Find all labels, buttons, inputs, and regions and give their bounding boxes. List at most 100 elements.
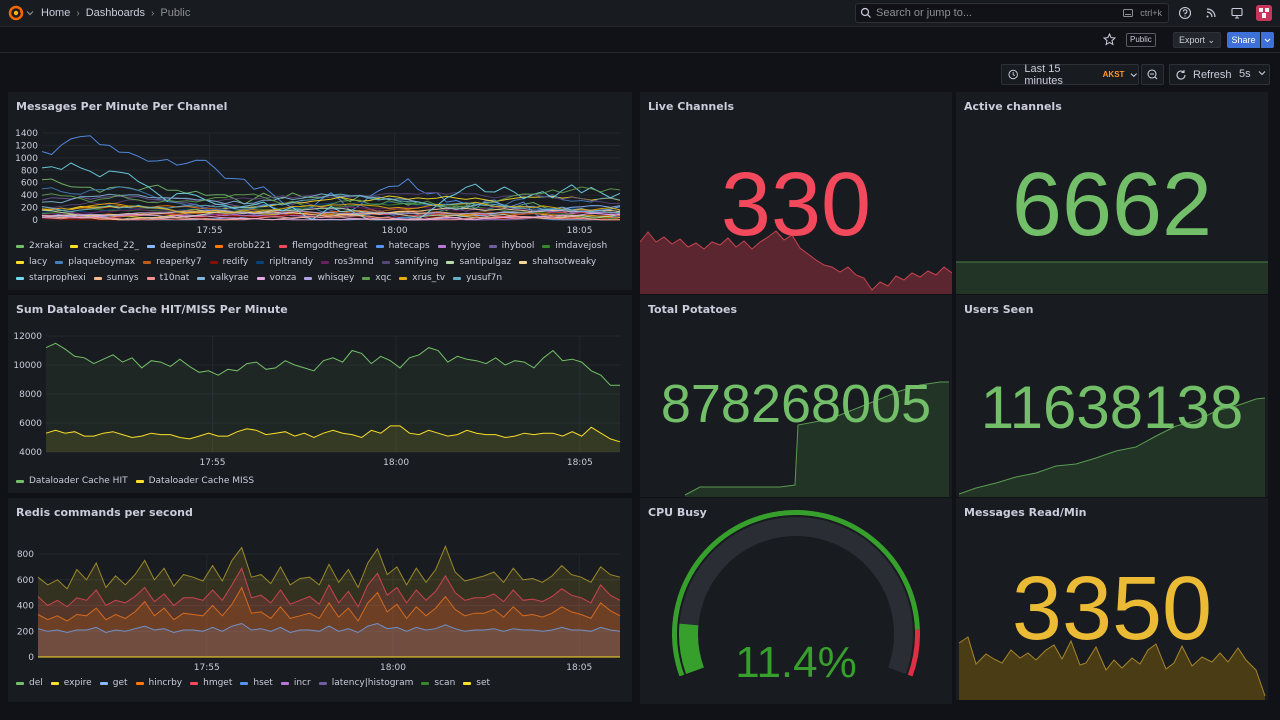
y-tick-label: 1200 bbox=[15, 141, 38, 151]
legend-item[interactable]: samifying bbox=[381, 256, 438, 268]
search-input[interactable]: Search or jump to... ctrl+k bbox=[855, 3, 1169, 23]
legend-item[interactable]: incr bbox=[280, 677, 311, 689]
legend-item[interactable]: hset bbox=[240, 677, 273, 689]
legend-item[interactable]: t10nat bbox=[146, 272, 189, 284]
export-label: Export bbox=[1179, 35, 1206, 45]
legend-label: xrus_tv bbox=[412, 273, 446, 283]
legend-item[interactable]: hyyjoe bbox=[437, 240, 481, 252]
zoom-out-button[interactable] bbox=[1141, 64, 1164, 85]
legend-label: whisqey bbox=[317, 273, 355, 283]
legend-item[interactable]: hmget bbox=[190, 677, 232, 689]
panel-redis-commands[interactable]: Redis commands per second 0 200 400 600 800 1… bbox=[8, 498, 632, 702]
y-tick-label: 8000 bbox=[19, 390, 42, 400]
time-range-label: Last 15 minutes bbox=[1024, 62, 1063, 87]
legend-item[interactable]: reaperky7 bbox=[143, 256, 202, 268]
legend-item[interactable]: Dataloader Cache HIT bbox=[16, 475, 128, 487]
time-range-picker[interactable]: Last 15 minutes AKST bbox=[1001, 62, 1139, 87]
legend-item[interactable]: vonza bbox=[256, 272, 296, 284]
legend-item[interactable]: shahsotweaky bbox=[519, 256, 596, 268]
panel-active-channels[interactable]: Active channels 6662 bbox=[956, 92, 1268, 294]
breadcrumb: Home › Dashboards › Public bbox=[41, 7, 190, 19]
redis-commands-chart[interactable]: 0 200 400 600 800 17:55 18:00 18:05 bbox=[8, 498, 632, 678]
legend-item[interactable]: xqc bbox=[362, 272, 391, 284]
legend-swatch bbox=[55, 260, 64, 264]
panel-cpu-busy[interactable]: CPU Busy 11.4% bbox=[640, 498, 952, 704]
legend-item[interactable]: santipulgaz bbox=[446, 256, 511, 268]
threshold-red bbox=[907, 629, 920, 677]
legend-item[interactable]: redify bbox=[209, 256, 249, 268]
messages-per-minute-chart[interactable]: 0 200 400 600 800 1000 1200 1400 17:55 18:00 18:05 bbox=[8, 92, 632, 242]
legend-item[interactable]: plaqueboymax bbox=[55, 256, 135, 268]
legend-item[interactable]: imdavejosh bbox=[542, 240, 607, 252]
legend-item[interactable]: xrus_tv bbox=[399, 272, 445, 284]
legend-swatch bbox=[399, 276, 408, 280]
chevron-down-icon[interactable] bbox=[26, 9, 34, 17]
legend-item[interactable]: set bbox=[463, 677, 490, 689]
top-navbar: Home › Dashboards › Public Search or jum… bbox=[0, 0, 1280, 27]
panel-messages-read[interactable]: Messages Read/Min 3350 bbox=[956, 498, 1268, 700]
share-options-button[interactable] bbox=[1261, 32, 1274, 48]
legend-item[interactable]: get bbox=[99, 677, 128, 689]
legend-item[interactable]: valkyrae bbox=[197, 272, 249, 284]
avatar[interactable] bbox=[1256, 5, 1272, 21]
legend-item[interactable]: whisqey bbox=[304, 272, 354, 284]
panel-title: Active channels bbox=[964, 100, 1062, 113]
legend-swatch bbox=[321, 260, 330, 264]
grafana-logo-icon[interactable] bbox=[8, 5, 24, 21]
legend-swatch bbox=[256, 276, 265, 280]
monitor-icon[interactable] bbox=[1230, 6, 1244, 20]
legend-swatch bbox=[135, 681, 144, 685]
star-icon[interactable] bbox=[1103, 33, 1116, 46]
legend-item[interactable]: hatecaps bbox=[375, 240, 430, 252]
y-tick-label: 6000 bbox=[19, 419, 42, 429]
panel-users-seen[interactable]: Users Seen 11638138 bbox=[956, 295, 1268, 497]
export-button[interactable]: Export ⌄ bbox=[1173, 32, 1222, 48]
legend-swatch bbox=[99, 681, 108, 685]
legend-item[interactable]: del bbox=[16, 677, 43, 689]
panel-messages-per-minute[interactable]: Messages Per Minute Per Channel 0 200 400 6… bbox=[8, 92, 632, 290]
rss-icon[interactable] bbox=[1204, 6, 1218, 20]
legend-item[interactable]: scan bbox=[421, 677, 455, 689]
legend-item[interactable]: starprophexi bbox=[16, 272, 86, 284]
legend-item[interactable]: ihybool bbox=[488, 240, 534, 252]
legend-label: ros3mnd bbox=[334, 257, 374, 267]
legend-item[interactable]: latency|histogram bbox=[318, 677, 414, 689]
search-shortcut: ctrl+k bbox=[1123, 8, 1162, 18]
legend-item[interactable]: Dataloader Cache MISS bbox=[135, 475, 254, 487]
series-line bbox=[41, 212, 621, 221]
panel-total-potatoes[interactable]: Total Potatoes 878268005 bbox=[640, 295, 952, 497]
legend-item[interactable]: erobb221 bbox=[214, 240, 271, 252]
breadcrumb-home[interactable]: Home bbox=[41, 7, 71, 19]
y-tick-label: 800 bbox=[17, 550, 34, 560]
sparkline bbox=[956, 261, 1268, 294]
legend-label: hset bbox=[253, 678, 273, 688]
y-tick-label: 0 bbox=[28, 653, 34, 663]
panel-dataloader-cache[interactable]: Sum Dataloader Cache HIT/MISS Per Minute… bbox=[8, 295, 632, 493]
legend-item[interactable]: expire bbox=[50, 677, 92, 689]
legend-item[interactable]: yusuf7n bbox=[453, 272, 502, 284]
legend-swatch bbox=[146, 276, 155, 280]
dataloader-cache-chart[interactable]: 4000 6000 8000 10000 12000 17:55 18:00 18:05 bbox=[8, 295, 632, 475]
legend-item[interactable]: cracked_22_ bbox=[70, 240, 139, 252]
legend-item[interactable]: sunnys bbox=[93, 272, 139, 284]
legend-item[interactable]: ros3mnd bbox=[321, 256, 374, 268]
legend-swatch bbox=[143, 260, 152, 264]
x-tick-label: 18:05 bbox=[566, 663, 592, 673]
legend-item[interactable]: hincrby bbox=[135, 677, 182, 689]
legend-item[interactable]: ripltrandy bbox=[256, 256, 313, 268]
legend-item[interactable]: deepins02 bbox=[147, 240, 207, 252]
panel-live-channels[interactable]: Live Channels 330 bbox=[640, 92, 952, 294]
legend-item[interactable]: 2xrakai bbox=[16, 240, 62, 252]
legend-item[interactable]: lacy bbox=[16, 256, 47, 268]
legend-label: redify bbox=[222, 257, 249, 267]
legend-label: latency|histogram bbox=[331, 678, 414, 688]
refresh-interval-select[interactable]: 5s bbox=[1239, 68, 1266, 80]
legend-label: reaperky7 bbox=[156, 257, 202, 267]
refresh-button[interactable]: Refresh 5s bbox=[1169, 64, 1270, 85]
legend-item[interactable]: flemgodthegreat bbox=[279, 240, 368, 252]
stat-value: 11638138 bbox=[980, 374, 1244, 441]
stat-value: 3350 bbox=[1011, 559, 1213, 659]
share-button[interactable]: Share bbox=[1227, 32, 1260, 48]
breadcrumb-dashboards[interactable]: Dashboards bbox=[85, 7, 146, 19]
help-icon[interactable] bbox=[1178, 6, 1192, 20]
